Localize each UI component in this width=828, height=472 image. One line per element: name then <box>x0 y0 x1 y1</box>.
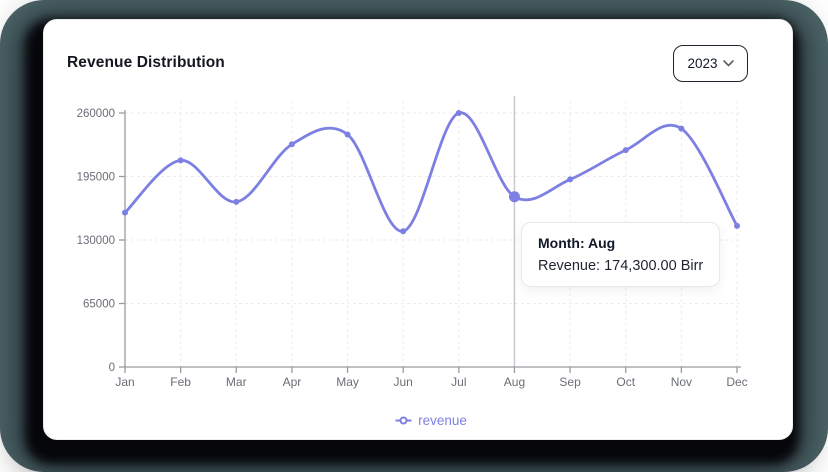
svg-text:65000: 65000 <box>83 299 115 311</box>
svg-text:Aug: Aug <box>504 375 525 389</box>
svg-text:May: May <box>336 375 359 389</box>
svg-text:260000: 260000 <box>77 108 115 120</box>
revenue-card: Revenue Distribution 2023 0 65000 130000 19… <box>43 19 793 440</box>
svg-text:Mar: Mar <box>226 375 247 389</box>
svg-text:195000: 195000 <box>77 172 115 184</box>
year-dropdown[interactable]: 2023 <box>673 44 748 82</box>
svg-text:Apr: Apr <box>283 375 302 389</box>
svg-text:Jun: Jun <box>394 375 413 389</box>
svg-text:130000: 130000 <box>77 235 115 247</box>
chart-tooltip: Month: Aug Revenue: 174,300.00 Birr <box>521 222 721 287</box>
svg-text:Feb: Feb <box>170 375 191 389</box>
svg-text:Oct: Oct <box>616 375 635 389</box>
chevron-down-icon <box>722 59 734 66</box>
card-header: Revenue Distribution 2023 <box>67 44 748 82</box>
legend-label: revenue <box>418 412 467 428</box>
svg-text:Jul: Jul <box>451 375 466 389</box>
tooltip-month: Month: Aug <box>538 235 616 251</box>
tooltip-revenue: Revenue: 174,300.00 Birr <box>538 258 704 274</box>
svg-text:Nov: Nov <box>671 375 692 389</box>
svg-text:Dec: Dec <box>726 375 747 389</box>
line-dot-icon <box>395 416 412 424</box>
line-chart-canvas[interactable]: 0 65000 130000 195000 260000 Jan Feb Mar Apr May J… <box>44 20 792 439</box>
revenue-chart[interactable]: 0 65000 130000 195000 260000 Jan Feb Mar Apr May J… <box>44 20 792 439</box>
page-title: Revenue Distribution <box>67 54 225 71</box>
legend-item-revenue[interactable]: revenue <box>125 410 737 430</box>
svg-text:0: 0 <box>109 362 115 374</box>
year-dropdown-value: 2023 <box>687 55 718 71</box>
svg-text:Sep: Sep <box>559 375 581 389</box>
svg-text:Jan: Jan <box>115 375 134 389</box>
